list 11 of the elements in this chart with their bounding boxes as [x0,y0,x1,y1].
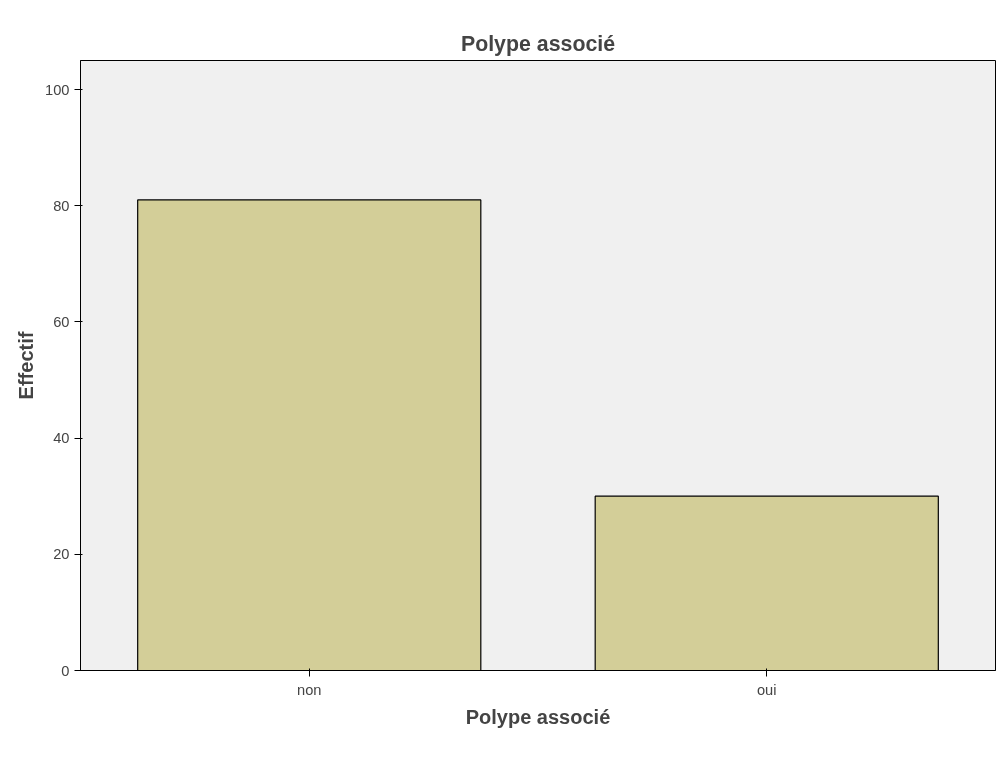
y-tick-label: 100 [45,81,70,98]
x-tick-label: oui [756,681,777,698]
y-tick-label: 80 [53,197,70,214]
y-axis-title: Effectif [15,331,38,400]
y-tick-label: 0 [61,662,70,679]
x-axis-title: Polype associé [465,705,611,728]
y-tick-label: 20 [53,546,70,563]
chart-title: Polype associé [460,31,616,56]
y-tick-label: 60 [53,313,70,330]
x-tick-label: non [297,681,322,698]
y-tick-label: 40 [53,430,70,447]
